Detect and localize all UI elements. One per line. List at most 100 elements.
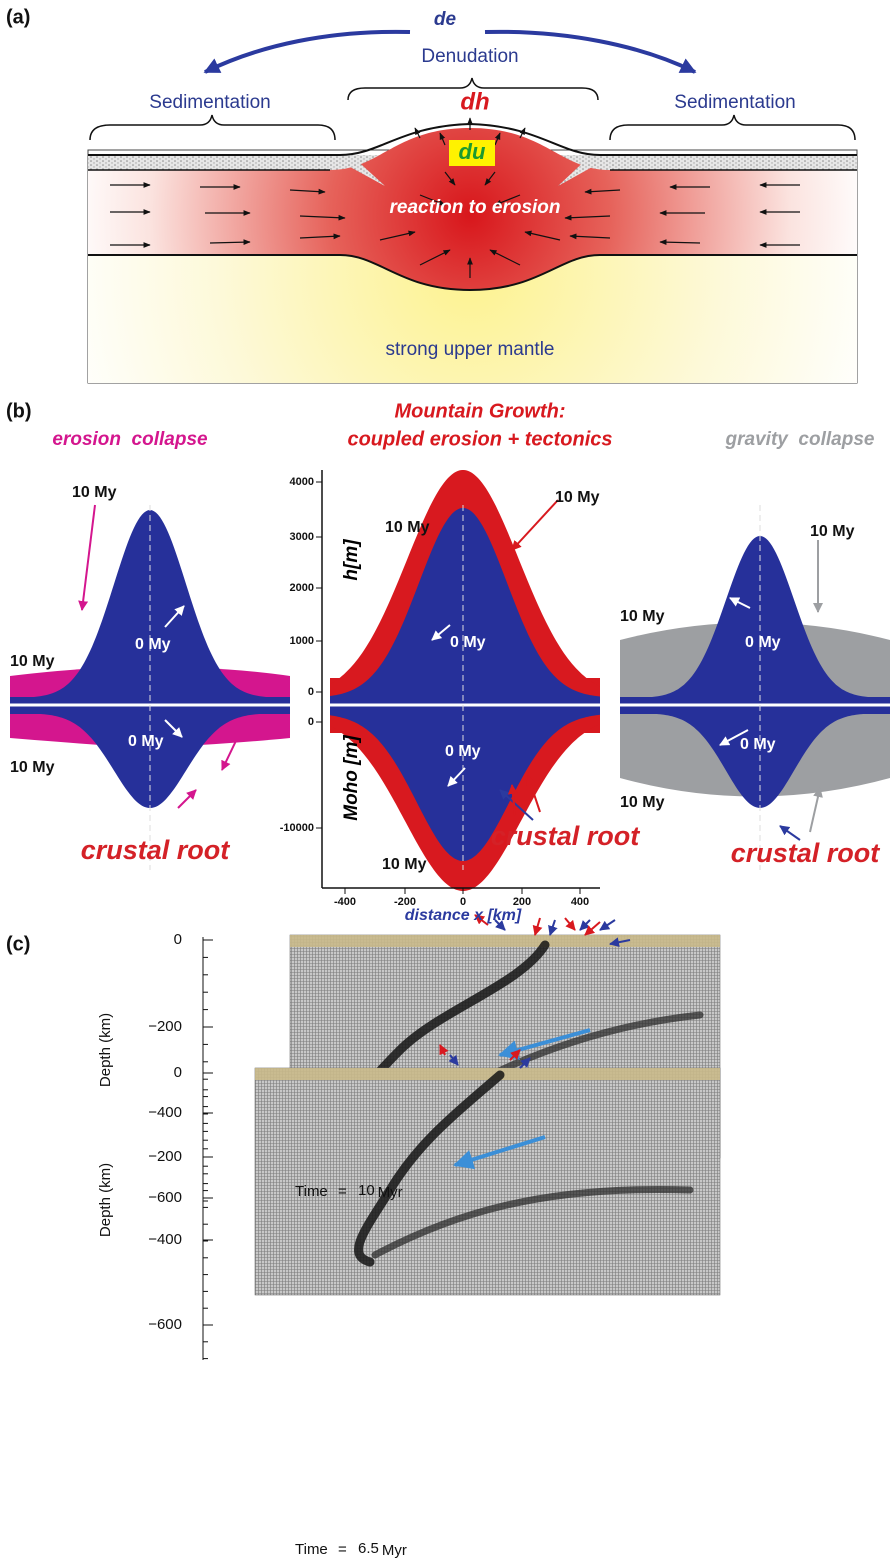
x-axis-label: distance x [km] — [405, 907, 522, 924]
velocity-arrow — [564, 917, 576, 931]
model-mesh — [254, 1067, 721, 1296]
time-value: 6.5 — [358, 1540, 379, 1557]
brace-left — [89, 114, 336, 141]
flow-arrow — [584, 188, 621, 195]
flow-arrow — [659, 239, 701, 246]
velocity-arrow — [584, 921, 601, 936]
velocity-arrow — [548, 919, 558, 936]
label: 10 My — [810, 523, 855, 540]
arrow — [779, 825, 801, 841]
brace-right — [609, 114, 856, 141]
arrow-left — [203, 29, 411, 74]
flow-arrow — [494, 194, 521, 206]
time-prefix: Time — [295, 1541, 328, 1558]
y-axis-label: h[m] — [341, 539, 362, 581]
y-tick-label: −200 — [148, 1018, 182, 1035]
flow-arrow — [519, 127, 526, 139]
reaction-label: reaction to erosion — [389, 197, 560, 218]
x-tick-label: 0 — [460, 896, 466, 908]
arrow-right — [484, 29, 697, 74]
flow-arrows — [110, 117, 800, 278]
root-label: crustal root — [81, 835, 231, 865]
label: 10 My — [382, 856, 427, 873]
velocity-arrow — [494, 919, 506, 931]
label: 10 My — [10, 759, 55, 776]
flow-arrow — [414, 127, 421, 139]
arrow — [177, 789, 197, 809]
flow-arrow — [209, 239, 251, 246]
panel-title: erosion collapse — [52, 429, 208, 450]
flow-arrow — [299, 233, 341, 240]
flow-arrow — [439, 132, 446, 146]
denudation: Denudation — [421, 46, 518, 67]
flow-arrow — [299, 214, 346, 221]
flow-arrow — [569, 233, 611, 240]
y-tick-label: -10000 — [280, 822, 314, 834]
velocity-arrow — [599, 919, 616, 931]
arrow — [447, 767, 466, 787]
velocity-arrow — [532, 917, 543, 936]
label: 0 My — [135, 636, 171, 653]
y-tick-label: 4000 — [290, 476, 314, 488]
moho — [88, 254, 857, 292]
panel-label: (c) — [6, 933, 30, 955]
velocity-arrow — [474, 914, 489, 926]
arrow — [431, 624, 451, 641]
topography — [10, 510, 290, 698]
y-axis-label: Depth (km) — [97, 1013, 114, 1087]
equals: = — [338, 1541, 347, 1558]
velocity-arrow — [579, 919, 591, 931]
panel-title: gravity collapse — [725, 429, 875, 450]
arrow — [78, 504, 96, 611]
root — [620, 713, 890, 808]
arrow — [507, 784, 518, 816]
crust-strip — [255, 1068, 720, 1080]
flow-arrow — [419, 249, 451, 266]
y-tick-label: −600 — [148, 1316, 182, 1333]
arrow — [164, 605, 185, 628]
velocity-arrow — [519, 1057, 531, 1069]
arrow — [511, 499, 559, 551]
velocity-arrow — [439, 1044, 449, 1056]
label: 0 My — [450, 634, 486, 651]
time-prefix: Time — [295, 1183, 328, 1200]
mantle-label: strong upper mantle — [386, 339, 555, 360]
flow-arrow — [524, 230, 561, 241]
x-tick-label: 200 — [513, 896, 531, 908]
label: 10 My — [555, 489, 600, 506]
velocity-arrow — [509, 1049, 521, 1061]
arrow — [499, 789, 534, 821]
flow-arrow — [494, 132, 501, 146]
arrow — [809, 787, 823, 833]
crust-strip — [290, 935, 720, 947]
label: 10 My — [620, 608, 665, 625]
arrow — [526, 775, 541, 813]
sediment-wedge-left — [330, 156, 385, 186]
flow-arrow — [484, 171, 496, 186]
flow-arrow — [444, 171, 456, 186]
label: 10 My — [385, 519, 430, 536]
sedimentation: Sedimentation — [674, 92, 795, 113]
slab — [354, 1070, 505, 1267]
topography — [620, 536, 890, 698]
slab-lower — [371, 1185, 694, 1259]
y-tick-label: 0 — [174, 931, 182, 948]
velocity-arrow — [448, 1054, 459, 1066]
panel-title: Mountain Growth: — [394, 400, 565, 422]
y-tick-label: −600 — [148, 1189, 182, 1206]
root-label: crustal root — [491, 821, 641, 851]
big-arrow — [453, 1135, 546, 1170]
flow-arrow — [379, 230, 416, 241]
topography — [330, 508, 600, 698]
label: 10 My — [10, 653, 55, 670]
brace-middle — [347, 77, 599, 101]
root — [330, 713, 600, 861]
x-tick-label: -200 — [394, 896, 416, 908]
sedimentation: Sedimentation — [149, 92, 270, 113]
dh-label: dh — [460, 88, 489, 115]
crust — [88, 128, 857, 290]
arrow — [221, 721, 246, 771]
y-tick-label: 1000 — [290, 635, 314, 647]
y-tick-label: −400 — [148, 1231, 182, 1248]
